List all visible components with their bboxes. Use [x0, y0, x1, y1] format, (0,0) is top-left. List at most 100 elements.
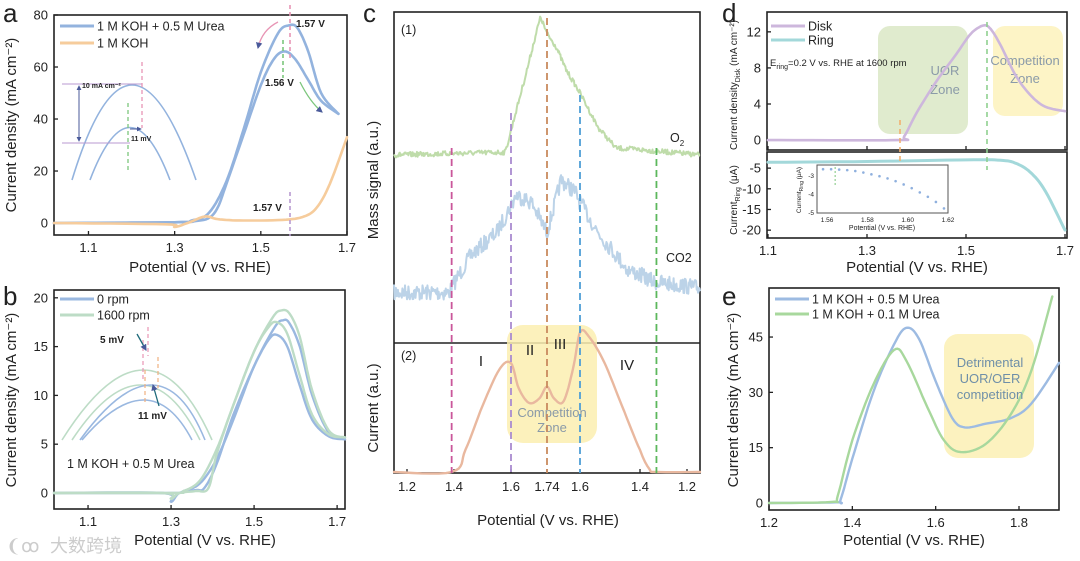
watermark-text: 大数跨境 — [50, 536, 122, 556]
o2-label-subscript: 2 — [680, 139, 685, 148]
x-axis-label: Potential (V vs. RHE) — [843, 532, 985, 549]
subpanel-label: (2) — [401, 349, 416, 363]
inset-point — [886, 177, 889, 180]
inset-point — [942, 207, 946, 210]
y-tick-label: 30 — [749, 385, 763, 400]
competition-zone — [993, 26, 1063, 116]
ring-condition-prefix: E — [770, 58, 776, 69]
inset-frame — [816, 164, 949, 214]
y-tick-label: 80 — [34, 8, 48, 23]
y-tick-label: 20 — [34, 290, 48, 305]
inset-point — [870, 173, 873, 176]
x-tick-label: 1.2 — [398, 479, 416, 494]
inset-point — [821, 167, 825, 171]
y-tick-label: 5 — [41, 437, 48, 452]
zone-label: Competition — [990, 53, 1059, 68]
co2-trace — [393, 174, 701, 301]
region-label: III — [554, 336, 567, 353]
legend-label: Ring — [808, 34, 834, 48]
ring-condition: Ering=0.2 V vs. RHE at 1600 rpm — [770, 58, 907, 71]
zone-label: UOR/OER — [960, 371, 1021, 386]
ring-condition-sub: ring — [776, 64, 788, 71]
y-tick-label: 0 — [41, 485, 48, 500]
data-series — [767, 326, 1061, 505]
data-series — [767, 295, 1054, 505]
inset-y-tick-label: -3 — [808, 173, 814, 180]
x-tick-label: 1.8 — [1010, 515, 1028, 530]
region-label: IV — [620, 357, 634, 374]
y-axis-label: Current density (mA cm⁻²) — [725, 313, 742, 488]
inset-y-label-main: Current — [796, 191, 803, 213]
o2-label: O2 — [670, 131, 685, 148]
y-axis-label-main: Current — [729, 201, 740, 235]
inset-y-label-unit: (μA) — [796, 167, 803, 181]
subpanel-label: (1) — [401, 23, 416, 37]
y-tick-label: 15 — [749, 440, 763, 455]
x-tick-label: 1.1 — [79, 240, 97, 255]
legend-label: 1600 rpm — [97, 309, 150, 323]
y-tick-label: 60 — [34, 60, 48, 75]
uor-zone — [878, 26, 968, 134]
watermark-logo: ❨ꝏ — [6, 536, 39, 556]
y-axis-label-subscript: Disk — [735, 68, 742, 82]
panel-c: 1.2 1.4 1.6 1.74 1.6 1.4 1.2CompetitionZoneIII… — [363, 0, 702, 529]
y-tick-label: 0 — [41, 216, 48, 231]
x-tick-label: 1.6 — [571, 479, 589, 494]
panel-letter: c — [363, 0, 376, 28]
zone-label: Detrimental — [957, 355, 1024, 370]
region-label: I — [479, 353, 483, 370]
y-axis-label-unit: (μA) — [729, 165, 740, 187]
data-series — [52, 23, 340, 225]
y-axis-label-subscript: Ring — [735, 187, 742, 202]
inset-y-label-sub: Ring — [799, 181, 805, 192]
inset-point — [934, 200, 938, 204]
inset-delta-j-label: 10 mA cm⁻² — [82, 83, 122, 90]
zone-label: competition — [957, 387, 1023, 402]
y-tick-label: -10 — [742, 181, 761, 196]
zone-label: Zone — [930, 82, 960, 97]
y-tick-label: -15 — [742, 202, 761, 217]
x-tick-label: 1.2 — [760, 515, 778, 530]
x-tick-label: 1.5 — [957, 243, 975, 258]
x-tick-label: 1.5 — [252, 240, 270, 255]
x-tick-label: 1.7 — [1056, 243, 1074, 258]
inset-zoom — [61, 327, 213, 441]
y-axis-label-main: Current density — [729, 82, 740, 150]
ring-inset: 1.56 1.58 1.60 1.62 -3 -4 -5 Potential (V vs. R… — [796, 164, 955, 232]
ring-series — [766, 158, 1067, 232]
panel-b: 1.1 1.3 1.5 1.7 0 5 10 15 20 0 rpm 1600 rpm Potenti… — [3, 281, 347, 549]
legend-label: 0 rpm — [97, 293, 129, 307]
x-tick-label: 1.7 — [338, 240, 356, 255]
y-axis-label: Current density (mA cm⁻²) — [3, 313, 20, 488]
competition-zone-label: Competition — [517, 405, 586, 420]
inset-y-tick-label: -5 — [808, 210, 814, 217]
inset-x-tick-label: 1.56 — [821, 217, 834, 224]
current-trace — [392, 328, 702, 475]
delta-11mv-label: 11 mV — [138, 411, 167, 422]
panel-a-annotations: 10 mA cm⁻² 11 mV 1.57 V 1.56 V 1.57 V — [62, 5, 325, 236]
x-tick-label: 1.3 — [166, 240, 184, 255]
x-tick-label: 1.1 — [79, 514, 97, 529]
inset-y-tick-label: -4 — [808, 192, 814, 199]
y-tick-label: 12 — [747, 24, 761, 39]
peak-label-1-56: 1.56 V — [265, 78, 294, 89]
inset-point — [878, 174, 881, 178]
inset-point — [902, 183, 905, 186]
y-axis-label-top: Current densityDisk (mA cm⁻²) — [729, 20, 742, 150]
inset-delta-v-label: 11 mV — [131, 136, 152, 143]
y-tick-label: 40 — [34, 112, 48, 127]
data-series — [52, 308, 347, 495]
x-tick-label: 1.7 — [328, 514, 346, 529]
y-tick-label: 10 — [34, 388, 48, 403]
y-axis-label-unit: (mA cm⁻²) — [729, 20, 740, 69]
y-axis-label: Current density (mA cm⁻²) — [3, 38, 20, 213]
inset-x-tick-label: 1.58 — [861, 217, 874, 224]
plot-frame — [768, 287, 1060, 511]
y-tick-label: -5 — [749, 161, 761, 176]
x-tick-label: 1.2 — [678, 479, 696, 494]
x-tick-label: 1.4 — [631, 479, 649, 494]
legend-label: 1 M KOH — [97, 37, 148, 51]
x-axis-label: Potential (V vs. RHE) — [134, 532, 276, 549]
watermark: ❨ꝏ 大数跨境 — [6, 536, 122, 556]
